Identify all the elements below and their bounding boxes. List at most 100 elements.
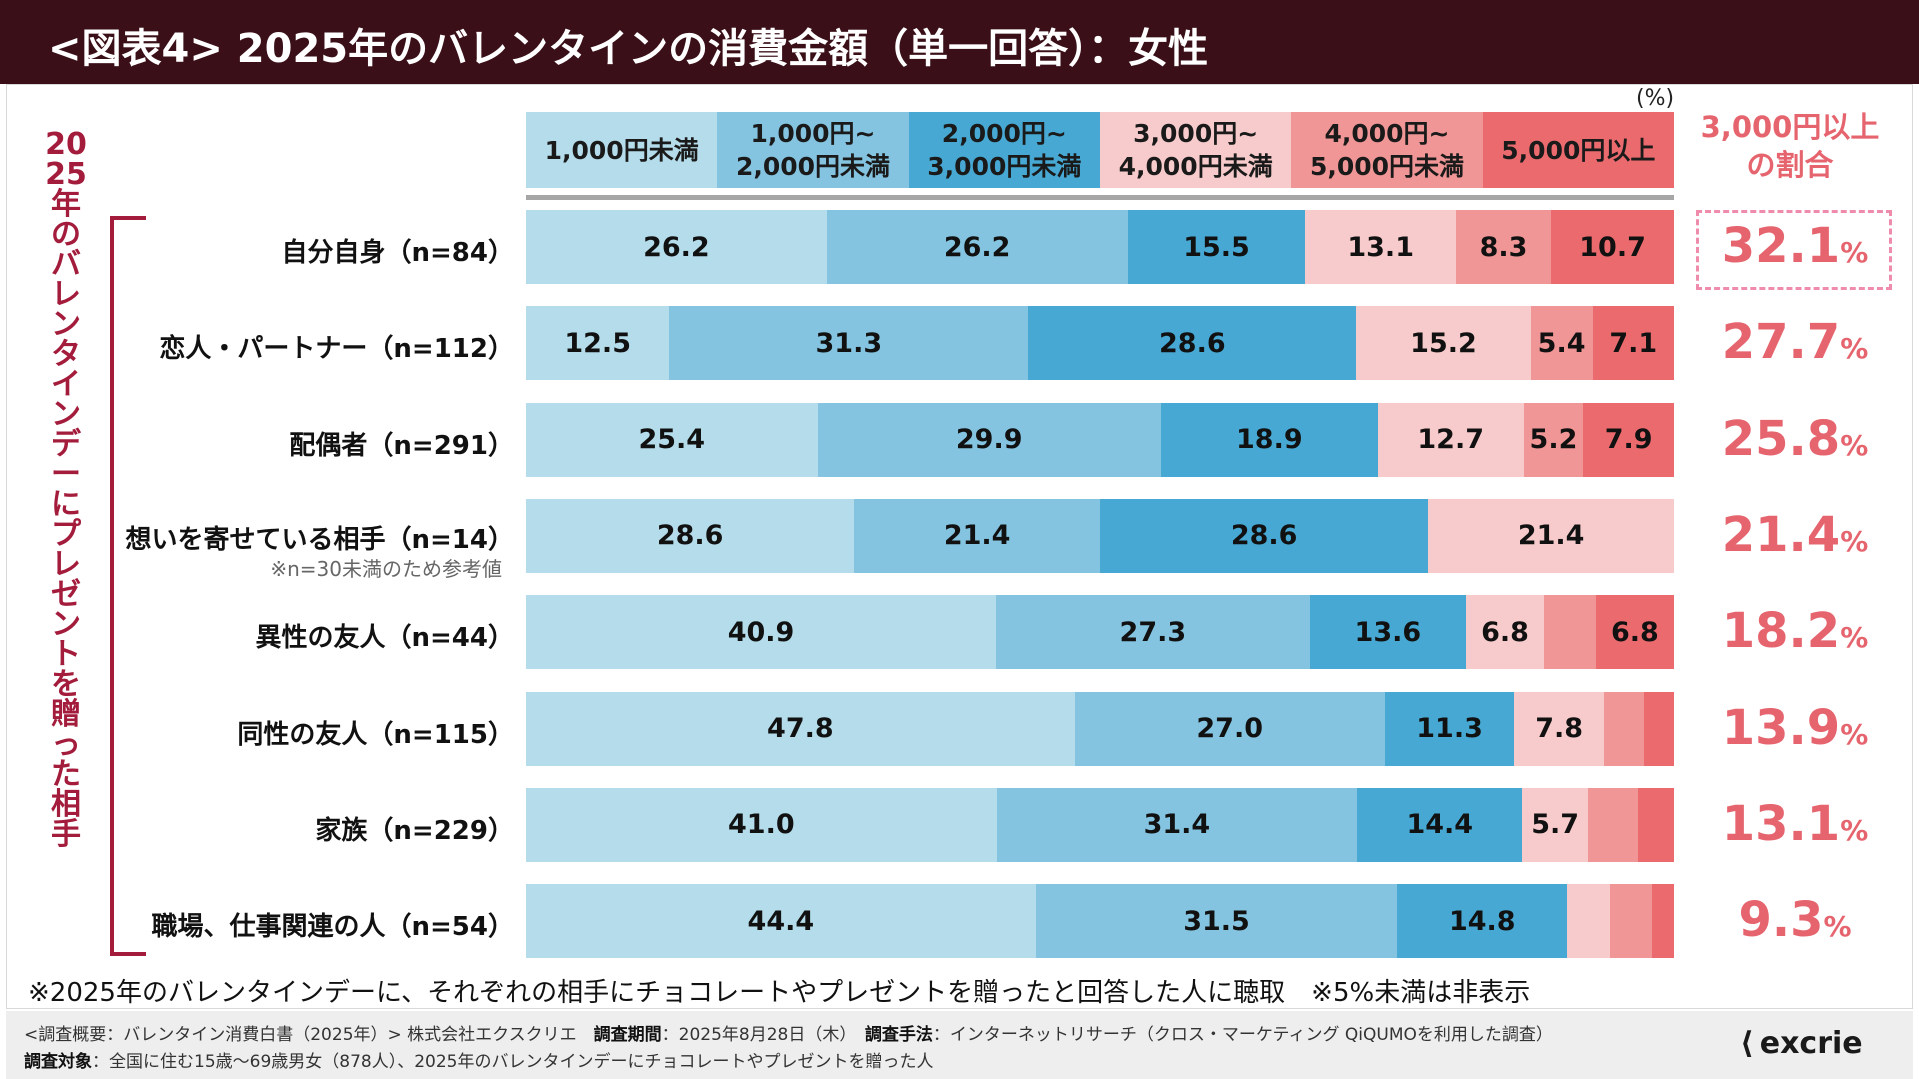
share-unit: % [1840, 524, 1869, 558]
company-logo: ⟨ excrie [1740, 1026, 1863, 1061]
share-number: 13.1 [1721, 795, 1841, 852]
share-number: 21.4 [1721, 506, 1841, 563]
share-value: 9.3% [1690, 892, 1900, 948]
footer-target-label: 調査対象 [24, 1052, 92, 1072]
bar-segment: 28.6 [1100, 498, 1429, 573]
bar-segment: 5.2 [1523, 402, 1584, 477]
bar-segment: 41.0 [526, 787, 997, 862]
share-number: 18.2 [1721, 603, 1841, 660]
footer [6, 1011, 1913, 1079]
bar-segment: 44.4 [526, 884, 1036, 959]
share-header: 3,000円以上 の割合 [1700, 110, 1880, 182]
bar-segment [1587, 787, 1639, 862]
bar-segment: 7.8 [1514, 691, 1604, 766]
legend-separator [526, 195, 1674, 200]
bar-segment: 12.5 [526, 306, 670, 381]
bar-segment: 47.8 [526, 691, 1075, 766]
bar-segment: 27.3 [996, 595, 1310, 670]
share-value: 13.1% [1690, 796, 1900, 852]
logo-mark-icon: ⟨ [1740, 1026, 1754, 1061]
legend-item: 5,000円以上 [1482, 112, 1674, 188]
footer-survey-line: <調査概要：バレンタイン消費白書（2025年）> 株式会社エクスクリエ 調査期間… [24, 1020, 1553, 1045]
bar-segment: 12.7 [1377, 402, 1524, 477]
bar-segment: 10.7 [1551, 210, 1674, 284]
legend-item: 4,000円~ 5,000円未満 [1291, 112, 1483, 188]
bar-segment: 15.2 [1356, 306, 1531, 381]
bar-segment: 31.3 [669, 306, 1029, 381]
bar-segment [1644, 691, 1674, 766]
bar-segment [1638, 787, 1674, 862]
bar-segment: 26.2 [526, 210, 827, 284]
category-label: 配偶者（n=291） [289, 430, 514, 461]
logo-text: excrie [1759, 1026, 1863, 1061]
legend-item: 3,000円~ 4,000円未満 [1100, 112, 1292, 188]
share-value: 13.9% [1690, 700, 1900, 756]
category-label: 自分自身（n=84） [281, 238, 514, 268]
category-label: 家族（n=229） [315, 815, 514, 846]
share-unit: % [1840, 428, 1869, 462]
bar-segment: 26.2 [826, 210, 1128, 284]
bar-segment: 8.3 [1455, 210, 1552, 284]
footer-period-label: 調査期間 [593, 1025, 662, 1045]
category-label: 想いを寄せている相手（n=14） [125, 524, 514, 555]
bar-segment: 6.8 [1595, 595, 1674, 670]
bar-segment [1603, 691, 1645, 766]
bar-segment: 21.4 [1428, 498, 1674, 573]
share-number: 13.9 [1721, 699, 1841, 756]
page-title: <図表4> 2025年のバレンタインの消費金額（単一回答）：女性 [48, 26, 1209, 72]
share-value: 27.7% [1690, 314, 1900, 370]
bar-segment: 14.8 [1397, 884, 1568, 959]
category-note: ※n=30未満のため参考値 [270, 556, 502, 581]
share-unit: % [1840, 621, 1869, 655]
bar-segment: 31.5 [1035, 884, 1398, 959]
bar-segment [1652, 884, 1674, 959]
footnote: ※2025年のバレンタインデーに、それぞれの相手にチョコレートやプレゼントを贈っ… [28, 978, 1531, 1008]
bar-segment: 6.8 [1466, 595, 1545, 670]
share-unit: % [1840, 332, 1869, 366]
legend-item: 2,000円~ 3,000円未満 [908, 112, 1100, 188]
unit-label: (%) [1636, 86, 1675, 111]
bar-segment: 21.4 [854, 498, 1100, 573]
bar-segment: 15.5 [1127, 210, 1306, 284]
side-axis-label: 2025年のバレンタインデーにプレゼントを贈った相手 [45, 127, 87, 852]
share-value: 32.1% [1690, 218, 1900, 274]
share-number: 25.8 [1721, 410, 1841, 467]
bar-segment: 11.3 [1384, 691, 1515, 766]
bar-segment: 25.4 [526, 402, 818, 477]
share-number: 32.1 [1721, 218, 1841, 274]
bar-segment: 18.9 [1160, 402, 1378, 477]
legend-item: 1,000円未満 [526, 112, 718, 188]
bar-segment: 31.4 [996, 787, 1358, 862]
footer-target-text: ：全国に住む15歳～69歳男女（878人）、2025年のバレンタインデーにチョコ… [92, 1052, 934, 1072]
footer-target-line: 調査対象：全国に住む15歳～69歳男女（878人）、2025年のバレンタインデー… [24, 1047, 933, 1072]
category-label: 恋人・パートナー（n=112） [159, 334, 514, 365]
share-unit: % [1840, 813, 1869, 847]
share-value: 18.2% [1690, 603, 1900, 659]
bar-segment: 14.4 [1357, 787, 1523, 862]
bar-segment: 7.9 [1583, 402, 1674, 477]
bar-segment: 28.6 [1028, 306, 1357, 381]
bar-segment: 28.6 [526, 498, 855, 573]
share-unit: % [1823, 910, 1852, 944]
title-bar: <図表4> 2025年のバレンタインの消費金額（単一回答）：女性 [0, 0, 1919, 84]
bar-segment [1567, 884, 1610, 959]
footer-period-text: ：2025年8月28日（木） [661, 1025, 865, 1045]
bar-segment: 13.6 [1309, 595, 1466, 670]
bar-segment: 13.1 [1305, 210, 1456, 284]
share-unit: % [1840, 717, 1869, 751]
share-number: 9.3 [1738, 892, 1824, 949]
bar-segment: 5.4 [1530, 306, 1593, 381]
bar-segment: 29.9 [817, 402, 1161, 477]
share-value: 21.4% [1690, 507, 1900, 563]
category-label: 職場、仕事関連の人（n=54） [151, 912, 514, 943]
side-bracket [110, 216, 146, 956]
legend-item: 1,000円~ 2,000円未満 [717, 112, 909, 188]
share-number: 27.7 [1721, 314, 1841, 371]
footer-method-label: 調査手法 [864, 1025, 933, 1045]
highlight-box [1696, 210, 1892, 290]
category-label: 同性の友人（n=115） [237, 719, 514, 750]
bar-segment: 27.0 [1074, 691, 1385, 766]
footer-method-text: ：インターネットリサーチ（クロス・マーケティング QiQUMOを利用した調査） [932, 1025, 1553, 1045]
content-frame [6, 84, 1913, 1009]
category-label: 異性の友人（n=44） [255, 623, 514, 654]
